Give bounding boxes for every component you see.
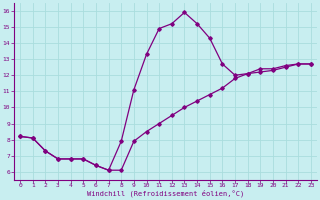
X-axis label: Windchill (Refroidissement éolien,°C): Windchill (Refroidissement éolien,°C) xyxy=(87,190,244,197)
